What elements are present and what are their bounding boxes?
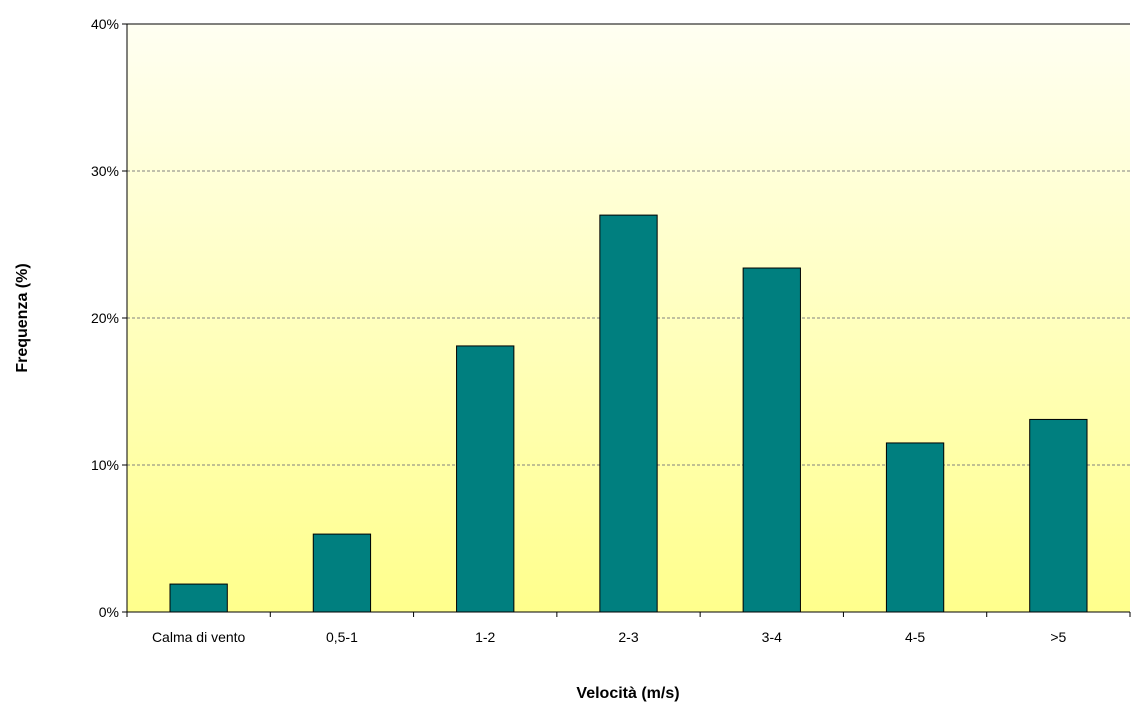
y-tick-label: 10% [91, 457, 119, 473]
bar [312, 533, 372, 613]
bar [169, 583, 228, 613]
x-axis-title: Velocità (m/s) [576, 685, 679, 702]
y-tick-label: 30% [91, 163, 119, 179]
axes [122, 23, 1131, 617]
x-tick-label: 2-3 [618, 629, 638, 645]
bars [169, 214, 1088, 613]
y-tick-labels: 0% 10% 20% 30% 40% [91, 16, 119, 620]
y-tick-label: 20% [91, 310, 119, 326]
bar [599, 214, 658, 613]
x-tick-label: 4-5 [905, 629, 925, 645]
y-tick-label: 40% [91, 16, 119, 32]
x-tick-label: Calma di vento [152, 629, 246, 645]
bar [1029, 418, 1088, 613]
x-tick-label: 1-2 [475, 629, 495, 645]
bar [456, 345, 515, 613]
y-tick-label: 0% [99, 604, 119, 620]
y-axis-title: Frequenza (%) [14, 263, 31, 372]
bar [742, 267, 801, 613]
x-tick-label: >5 [1050, 629, 1066, 645]
bar [885, 442, 945, 613]
x-tick-label: 3-4 [762, 629, 782, 645]
x-tick-labels: Calma di vento 0,5-1 1-2 2-3 3-4 4-5 >5 [152, 629, 1067, 645]
x-tick-label: 0,5-1 [326, 629, 358, 645]
